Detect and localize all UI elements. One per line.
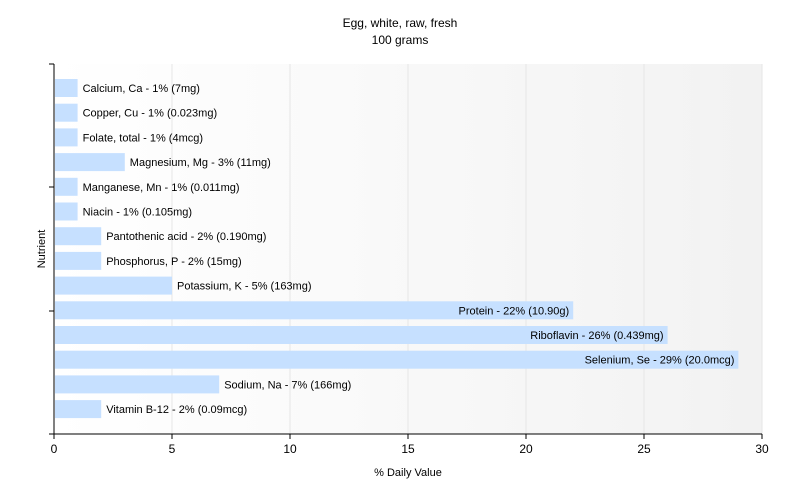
x-tick-label: 15: [401, 442, 415, 456]
bar-label: Copper, Cu - 1% (0.023mg): [83, 108, 218, 120]
bar-label: Magnesium, Mg - 3% (11mg): [130, 157, 271, 169]
chart-title: Egg, white, raw, fresh: [343, 16, 458, 30]
bar-label: Calcium, Ca - 1% (7mg): [83, 83, 200, 95]
chart-subtitle: 100 grams: [372, 33, 429, 47]
grid-lines: [171, 64, 763, 434]
bar: [55, 326, 668, 344]
bar: [55, 153, 125, 172]
bar: [55, 227, 102, 246]
bar-label: Pantothenic acid - 2% (0.190mg): [106, 231, 266, 243]
bar-label: Vitamin B-12 - 2% (0.09mcg): [106, 404, 247, 416]
bars: [55, 79, 739, 419]
bar-label: Potassium, K - 5% (163mg): [177, 281, 312, 293]
x-ticks: 0 5 10 15 20 25 30: [51, 434, 769, 456]
bar: [55, 177, 78, 196]
x-tick-label: 25: [637, 442, 651, 456]
x-tick-label: 20: [519, 442, 533, 456]
bar: [55, 251, 102, 270]
bar-label: Protein - 22% (10.90g): [459, 305, 570, 317]
bar-label: Niacin - 1% (0.105mg): [83, 207, 192, 219]
bar: [55, 202, 78, 221]
x-axis-label: % Daily Value: [374, 467, 442, 479]
bar: [55, 79, 78, 97]
bar-label: Riboflavin - 26% (0.439mg): [530, 330, 663, 342]
bar: [55, 276, 172, 295]
x-tick-label: 5: [169, 442, 176, 456]
x-tick-label: 0: [51, 442, 58, 456]
bar: [55, 400, 102, 419]
x-tick-label: 30: [755, 442, 769, 456]
bar-label: Selenium, Se - 29% (20.0mcg): [585, 355, 735, 367]
bar: [55, 375, 220, 394]
x-tick-label: 10: [283, 442, 297, 456]
bar-label: Phosphorus, P - 2% (15mg): [106, 256, 242, 268]
bar-labels: Calcium, Ca - 1% (7mg) Copper, Cu - 1% (0…: [83, 83, 735, 416]
bar: [55, 103, 78, 122]
bar: [55, 350, 739, 369]
y-axis-label: Nutrient: [36, 230, 48, 269]
bar: [55, 301, 574, 320]
bar: [55, 128, 78, 147]
bar-label: Sodium, Na - 7% (166mg): [224, 379, 351, 391]
bar-label: Folate, total - 1% (4mcg): [83, 132, 203, 144]
bar-label: Manganese, Mn - 1% (0.011mg): [83, 182, 240, 194]
